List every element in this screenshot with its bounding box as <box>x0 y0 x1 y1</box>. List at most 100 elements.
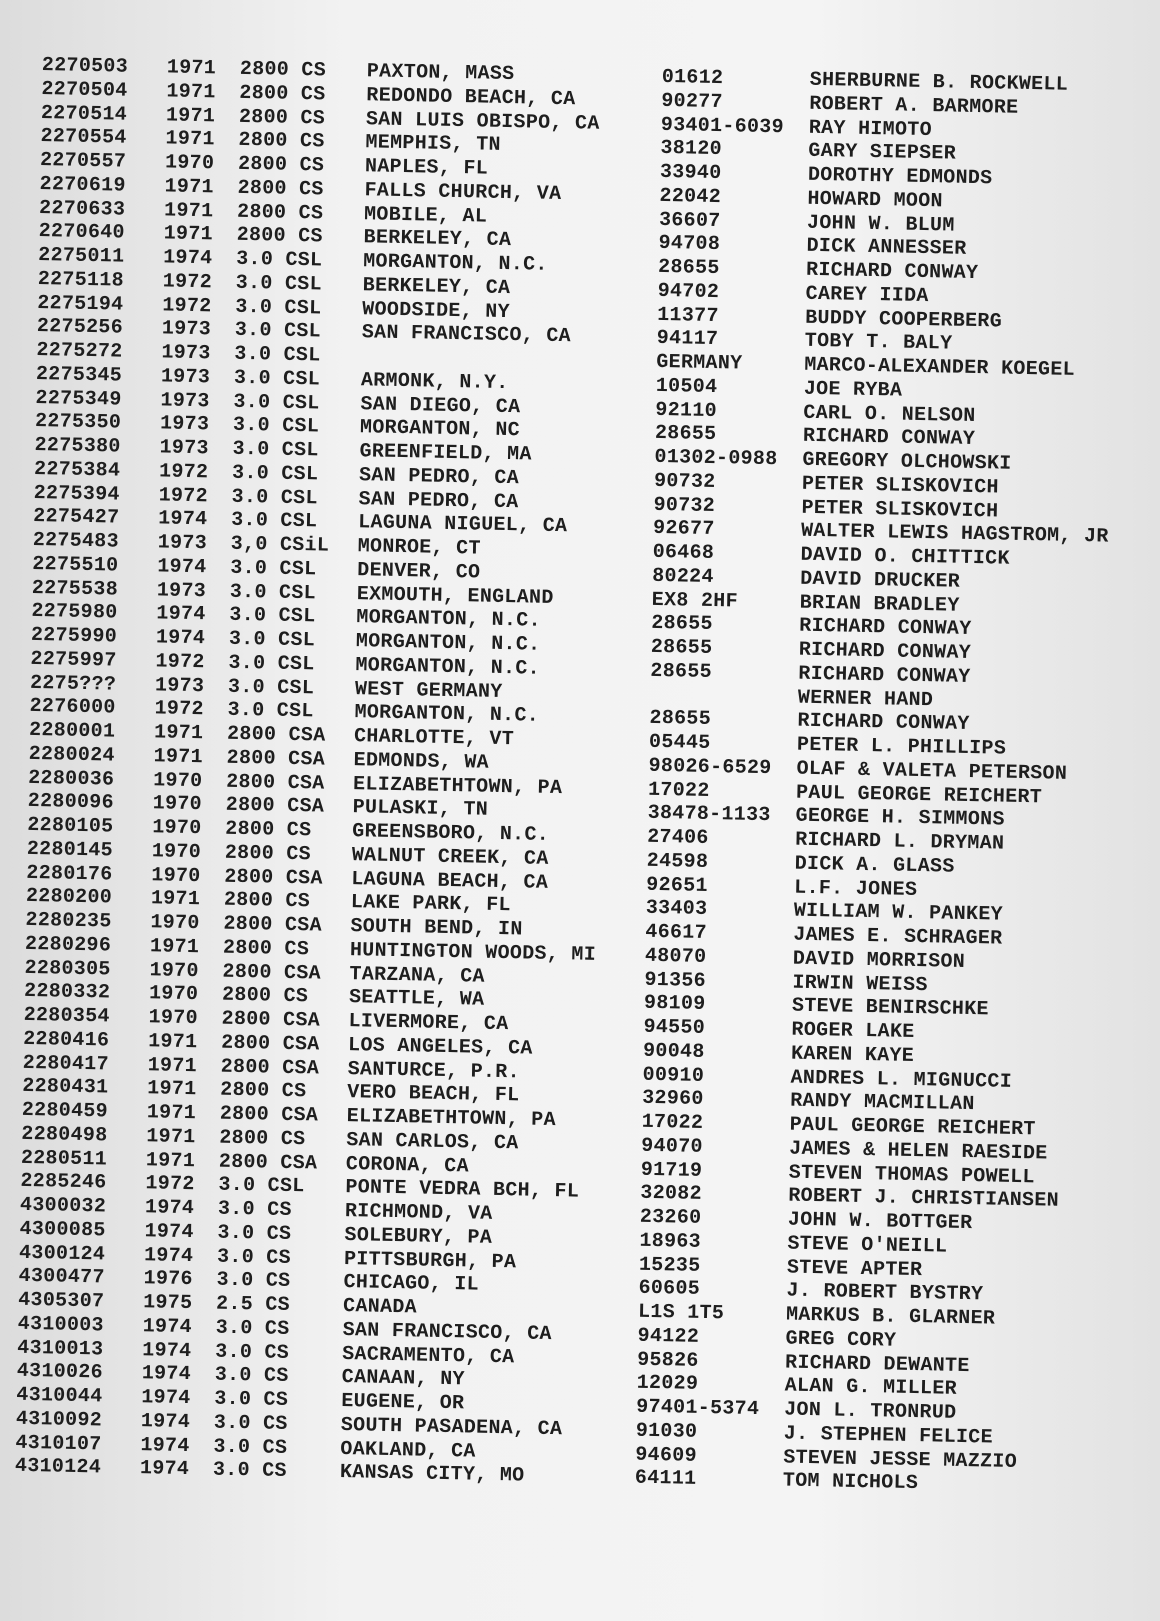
location: EUGENE, OR <box>341 1390 465 1416</box>
location: RICHMOND, VA <box>344 1200 493 1226</box>
location: DENVER, CO <box>357 558 481 585</box>
location: WOODSIDE, NY <box>362 297 511 324</box>
serial-number: 4310003 <box>17 1312 105 1338</box>
postal-code: 93401-6039 <box>660 113 785 139</box>
owner-name: STEVE APTER <box>786 1256 923 1282</box>
postal-code: 92677 <box>652 517 715 542</box>
postal-code: 90732 <box>653 493 716 518</box>
postal-code: 94117 <box>656 327 719 352</box>
model: 2800 CS <box>220 1078 307 1104</box>
year: 1974 <box>141 1362 192 1387</box>
year: 1971 <box>146 1124 196 1149</box>
postal-code: 12029 <box>636 1371 699 1397</box>
year: 1974 <box>157 555 207 580</box>
year: 1971 <box>149 935 200 959</box>
year: 1973 <box>160 365 211 390</box>
year: 1972 <box>162 270 213 295</box>
serial-number: 2280235 <box>25 908 112 934</box>
owner-name: RICHARD CONWAY <box>799 614 972 642</box>
serial-number: 2280354 <box>23 1003 110 1029</box>
model: 2800 CSA <box>218 1150 318 1176</box>
year: 1974 <box>144 1219 194 1244</box>
year: 1972 <box>162 293 212 318</box>
owner-name: DICK A. GLASS <box>794 852 955 879</box>
postal-code: 94708 <box>658 232 721 257</box>
location: NAPLES, FL <box>364 155 489 181</box>
year: 1972 <box>155 650 205 675</box>
model: 2800 CS <box>237 176 324 202</box>
model: 3.0 CS <box>215 1340 290 1365</box>
model: 2800 CSA <box>223 912 323 938</box>
year: 1973 <box>157 531 208 556</box>
postal-code: 94609 <box>635 1443 698 1468</box>
year: 1974 <box>140 1409 191 1434</box>
serial-number: 2280145 <box>26 837 114 863</box>
serial-number: 2275256 <box>36 315 124 340</box>
model: 3.0 CS <box>217 1197 292 1223</box>
year: 1970 <box>148 982 199 1007</box>
postal-code: 28655 <box>650 659 713 684</box>
year: 1971 <box>153 721 204 746</box>
serial-number: 4310026 <box>16 1360 104 1385</box>
location: EDMONDS, WA <box>353 748 490 775</box>
serial-number: 2270503 <box>41 54 129 79</box>
model: 2800 CS <box>237 152 325 178</box>
serial-number: 2280200 <box>25 885 113 910</box>
owner-name: RICHARD CONWAY <box>802 424 976 452</box>
owner-name: GARY SIEPSER <box>808 140 957 166</box>
serial-number: 2280024 <box>28 742 116 768</box>
model: 2800 CS <box>223 888 311 914</box>
year: 1974 <box>142 1338 192 1363</box>
model: 3.0 CSL <box>230 509 318 534</box>
year: 1976 <box>143 1267 194 1292</box>
postal-code: 15235 <box>638 1253 701 1278</box>
serial-number: 4300477 <box>18 1265 105 1290</box>
postal-code: 28655 <box>649 707 712 732</box>
year: 1973 <box>159 412 210 437</box>
year: 1973 <box>160 388 210 413</box>
year: 1970 <box>152 792 203 817</box>
model: 3.0 CSL <box>235 247 323 273</box>
year: 1971 <box>163 198 214 223</box>
postal-code: 98109 <box>643 992 706 1017</box>
postal-code: 18963 <box>639 1229 702 1254</box>
location: MORGANTON, NC <box>359 416 521 443</box>
postal-code: 94702 <box>657 279 720 304</box>
owner-name: RAY HIMOTO <box>808 116 933 142</box>
serial-number: 2270619 <box>39 172 126 198</box>
serial-number: 2275384 <box>33 457 121 483</box>
location: GREENFIELD, MA <box>359 440 532 467</box>
model: 3.0 CSL <box>231 461 319 487</box>
postal-code: 90732 <box>653 469 716 494</box>
year: 1971 <box>164 175 215 200</box>
year: 1971 <box>153 745 204 770</box>
model: 3.0 CSL <box>232 414 320 439</box>
serial-number: 2280459 <box>21 1098 109 1124</box>
year: 1971 <box>163 222 214 247</box>
model: 3.0 CS <box>216 1268 291 1294</box>
serial-number: 4305307 <box>17 1288 105 1314</box>
year: 1973 <box>161 341 211 366</box>
owner-name: KAREN KAYE <box>790 1042 915 1068</box>
model: 2800 CSA <box>222 960 322 986</box>
location: LIVERMORE, CA <box>348 1010 509 1037</box>
year: 1971 <box>147 1077 197 1102</box>
postal-code: 01302-0988 <box>654 445 778 472</box>
model: 3.0 CSL <box>228 627 316 653</box>
year: 1974 <box>163 246 213 271</box>
year: 1975 <box>142 1291 193 1316</box>
model: 3.0 CSL <box>218 1173 305 1199</box>
postal-code: 17022 <box>641 1110 704 1135</box>
year: 1974 <box>139 1457 190 1482</box>
serial-number: 2275??? <box>29 671 117 697</box>
postal-code: 36607 <box>658 208 721 233</box>
postal-code: 38120 <box>660 137 723 162</box>
model: 2800 CSA <box>226 746 326 772</box>
model: 2800 CSA <box>221 1007 321 1033</box>
postal-code: 94550 <box>643 1015 706 1040</box>
owner-name: RICHARD CONWAY <box>798 638 972 665</box>
serial-number: 2275427 <box>33 505 120 530</box>
serial-number: 2270554 <box>40 125 127 150</box>
year: 1971 <box>147 1053 198 1078</box>
location: LAKE PARK, FL <box>350 891 512 918</box>
